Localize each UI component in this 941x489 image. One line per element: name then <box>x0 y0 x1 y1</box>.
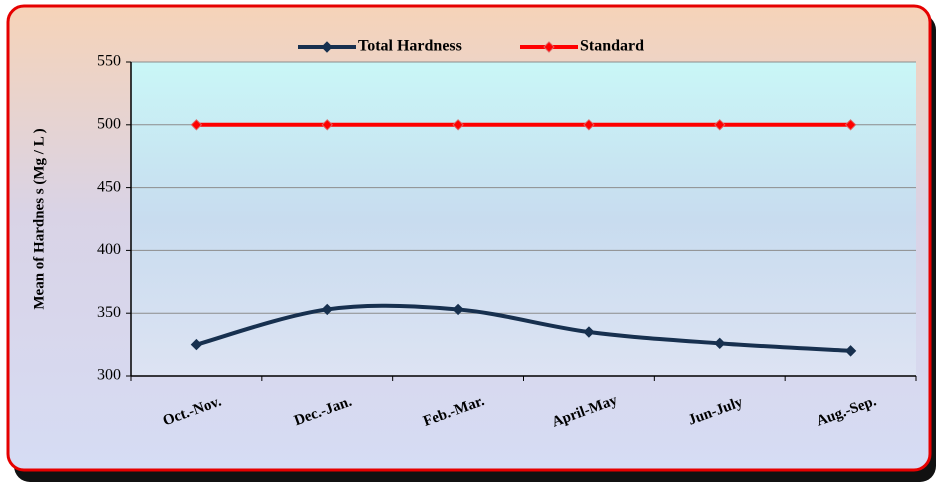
series-line <box>195 303 851 353</box>
marker <box>844 345 857 357</box>
y-tick-label: 550 <box>97 53 121 70</box>
y-tick-label: 450 <box>97 178 121 195</box>
legend-marker <box>543 41 555 53</box>
legend-label: Total Hardness <box>358 38 462 55</box>
marker <box>583 119 595 131</box>
marker <box>190 119 203 131</box>
y-axis-label: Mean of Hardnes s (Mg / L ) <box>31 128 47 309</box>
marker <box>321 303 333 316</box>
marker <box>190 338 203 351</box>
marker <box>844 119 857 131</box>
y-tick-label: 350 <box>97 304 121 321</box>
marker <box>714 119 726 131</box>
y-tick-label: 500 <box>97 115 121 132</box>
legend-marker <box>321 41 333 53</box>
y-tick-label: 400 <box>97 241 121 258</box>
marker <box>714 337 726 350</box>
y-tick-label: 300 <box>97 367 121 384</box>
legend-label: Standard <box>580 38 644 55</box>
marker <box>321 119 333 131</box>
marker <box>583 326 595 338</box>
marker <box>452 119 464 131</box>
marker <box>452 303 464 316</box>
